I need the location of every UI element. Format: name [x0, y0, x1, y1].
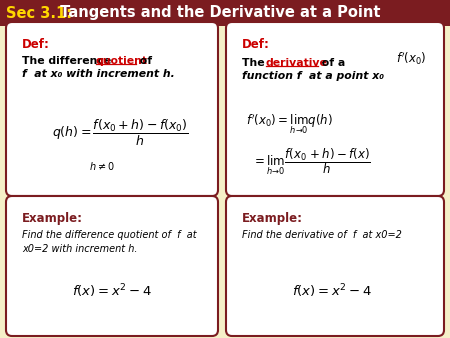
Text: f  at x₀ with increment h.: f at x₀ with increment h. [22, 69, 175, 79]
FancyBboxPatch shape [6, 196, 218, 336]
Text: $= \lim_{h \to 0} \dfrac{f(x_0 + h) - f(x)}{h}$: $= \lim_{h \to 0} \dfrac{f(x_0 + h) - f(… [252, 146, 371, 177]
Text: function f  at a point x₀: function f at a point x₀ [242, 71, 384, 81]
Text: Example:: Example: [242, 212, 303, 225]
Text: $f(x) = x^2 - 4$: $f(x) = x^2 - 4$ [72, 283, 152, 300]
Text: Def:: Def: [22, 38, 50, 51]
FancyBboxPatch shape [226, 22, 444, 196]
Text: $q(h) = \dfrac{f(x_0 + h) - f(x_0)}{h}$: $q(h) = \dfrac{f(x_0 + h) - f(x_0)}{h}$ [52, 118, 189, 148]
Text: Find the derivative of  f  at x0=2: Find the derivative of f at x0=2 [242, 230, 402, 240]
Text: Def:: Def: [242, 38, 270, 51]
Text: derivative: derivative [266, 58, 328, 68]
Text: x0=2 with increment h.: x0=2 with increment h. [22, 244, 138, 254]
Text: $h \neq 0$: $h \neq 0$ [89, 160, 115, 172]
FancyBboxPatch shape [226, 196, 444, 336]
Text: Example:: Example: [22, 212, 83, 225]
Text: $f'(x_0) = \lim_{h \to 0} q(h)$: $f'(x_0) = \lim_{h \to 0} q(h)$ [246, 112, 333, 136]
Text: The difference: The difference [22, 56, 115, 66]
Text: The: The [242, 58, 268, 68]
Text: quotient: quotient [96, 56, 148, 66]
FancyBboxPatch shape [6, 22, 218, 196]
Text: of: of [136, 56, 152, 66]
Text: Sec 3.1:: Sec 3.1: [6, 5, 72, 21]
Text: Tangents and the Derivative at a Point: Tangents and the Derivative at a Point [55, 5, 381, 21]
Text: $f(x) = x^2 - 4$: $f(x) = x^2 - 4$ [292, 283, 372, 300]
Text: $f'(x_0)$: $f'(x_0)$ [396, 50, 426, 67]
Text: of a: of a [318, 58, 345, 68]
Bar [0, 0, 450, 26]
Text: Find the difference quotient of  f  at: Find the difference quotient of f at [22, 230, 197, 240]
